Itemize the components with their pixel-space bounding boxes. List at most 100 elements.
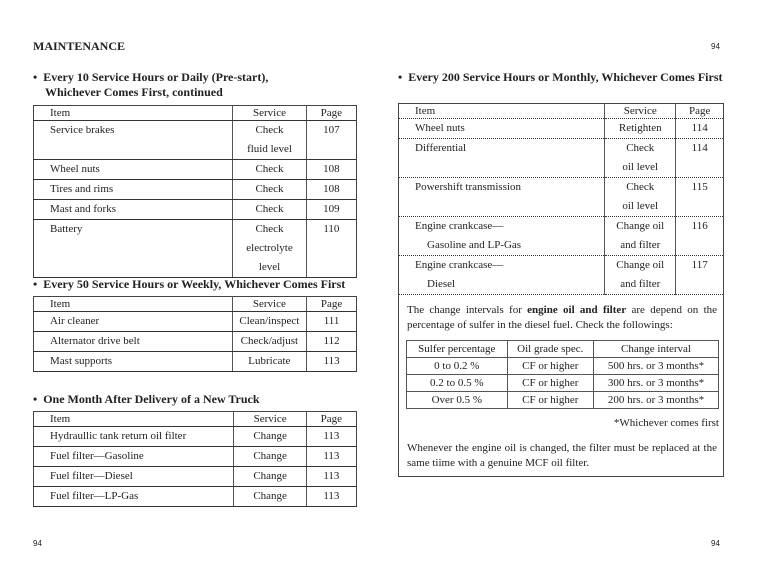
table-cell: 113 bbox=[305, 426, 357, 447]
cell-text: Check bbox=[255, 183, 284, 195]
table-cell: Service brakes bbox=[33, 120, 233, 160]
table-row: Wheel nuts Check 108 bbox=[33, 159, 357, 180]
table-cell: 108 bbox=[305, 179, 357, 200]
cell-text: and filter bbox=[620, 239, 661, 251]
table-cell: Clean/inspect bbox=[231, 311, 307, 332]
table-cell: Change oil and filter bbox=[604, 255, 676, 295]
section-title: MAINTENANCE bbox=[33, 39, 126, 53]
table-cell: 113 bbox=[306, 351, 357, 372]
table-cell: Oil grade spec. bbox=[506, 340, 595, 358]
cell-text: Retighten bbox=[618, 122, 662, 134]
cell-text: 117 bbox=[691, 259, 708, 271]
table-cell: Alternator drive belt bbox=[33, 331, 233, 352]
cell-text: Check electrolyte bbox=[246, 223, 293, 254]
cell-text: Engine crankcase— bbox=[415, 259, 504, 271]
table-cell: Check bbox=[232, 179, 307, 200]
table-cell: Page bbox=[675, 104, 723, 119]
cell-text: Change bbox=[253, 490, 287, 502]
cell-text: CF or higher bbox=[522, 360, 579, 372]
sulfer-table: Sulfer percentage Oil grade spec. Change i… bbox=[406, 340, 719, 409]
table-row: Tires and rims Check 108 bbox=[33, 179, 357, 200]
cell-text: Item bbox=[50, 107, 71, 119]
table-cell: Air cleaner bbox=[33, 311, 233, 332]
table-cell: Service bbox=[232, 105, 307, 121]
cell-text: 108 bbox=[323, 163, 340, 175]
table-cell: 300 hrs. or 3 months* bbox=[593, 374, 719, 392]
table-cell: Service bbox=[604, 104, 676, 119]
cell-text: Sulfer percentage bbox=[418, 343, 496, 355]
table-cell: Battery bbox=[33, 219, 233, 278]
table-cell: 114 bbox=[675, 118, 723, 139]
cell-text: 113 bbox=[323, 355, 340, 367]
filter-note: Whenever the engine oil is changed, the … bbox=[407, 442, 717, 469]
table-cell: Retighten bbox=[604, 118, 676, 139]
table-cell: Change interval bbox=[593, 340, 719, 358]
table-cell: Over 0.5 % bbox=[406, 391, 508, 409]
table-header: Sulfer percentage Oil grade spec. Change i… bbox=[406, 340, 719, 358]
table-cell: Page bbox=[305, 105, 357, 121]
table-cell: 113 bbox=[305, 446, 357, 467]
cell-text: 500 hrs. or 3 months* bbox=[607, 360, 705, 372]
cell-text: Change bbox=[253, 430, 287, 442]
table-cell: Tires and rims bbox=[33, 179, 233, 200]
table-cell: Item bbox=[399, 104, 605, 119]
cell-text: 110 bbox=[323, 223, 340, 235]
table-cell: Service bbox=[231, 296, 307, 312]
page-number-left: 94 bbox=[33, 539, 42, 548]
table-cell: Item bbox=[33, 296, 233, 312]
cell-text: Hydraullic tank return oil filter bbox=[50, 430, 187, 442]
table-10h: Item Service Page Service brakes Check fluid … bbox=[33, 105, 357, 278]
table-cell: Change oil and filter bbox=[604, 216, 676, 256]
table-cell: Change bbox=[233, 426, 307, 447]
cell-text: Page bbox=[320, 413, 343, 425]
table-cell: Check bbox=[232, 159, 307, 180]
cell-text: Differential bbox=[415, 142, 467, 154]
cell-text: oil level bbox=[622, 161, 659, 173]
section-heading-one-month: • One Month After Delivery of a New Truc… bbox=[33, 392, 260, 406]
table-cell: Mast supports bbox=[33, 351, 233, 372]
table-row: Battery Check electrolyte level 110 bbox=[33, 219, 357, 278]
cell-text: Powershift transmission bbox=[415, 181, 522, 193]
cell-text: 113 bbox=[323, 450, 340, 462]
cell-text: Change bbox=[253, 470, 287, 482]
cell-text: 116 bbox=[691, 220, 708, 232]
cell-text: 0 to 0.2 % bbox=[434, 360, 480, 372]
table-cell: Sulfer percentage bbox=[406, 340, 508, 358]
cell-text: Item bbox=[415, 105, 436, 117]
cell-text: Change interval bbox=[621, 343, 691, 355]
table-cell: Lubricate bbox=[231, 351, 307, 372]
table-row: 0 to 0.2 % CF or higher 500 hrs. or 3 mont… bbox=[406, 357, 719, 375]
table-row: Engine crankcase— Gasoline and LP-Gas Chan… bbox=[399, 216, 723, 256]
cell-text: Wheel nuts bbox=[415, 122, 465, 134]
table-row: Over 0.5 % CF or higher 200 hrs. or 3 mont… bbox=[406, 391, 719, 409]
box-200h: Item Service Page Wheel nuts Retighten 114 Dif… bbox=[398, 103, 724, 477]
cell-text: Fuel filter—Diesel bbox=[50, 470, 133, 482]
table-cell: 115 bbox=[675, 177, 723, 217]
table-cell: 117 bbox=[675, 255, 723, 295]
table-cell: 114 bbox=[675, 138, 723, 178]
footnote: *Whichever comes first bbox=[613, 417, 719, 429]
table-cell: 500 hrs. or 3 months* bbox=[593, 357, 719, 375]
page-number-top: 94 bbox=[711, 42, 720, 51]
table-cell: CF or higher bbox=[506, 374, 595, 392]
table-50h: Item Service Page Air cleaner Clean/inspect 1… bbox=[33, 296, 357, 372]
table-cell: CF or higher bbox=[506, 357, 595, 375]
cell-text: 113 bbox=[323, 490, 340, 502]
table-cell: Wheel nuts bbox=[33, 159, 233, 180]
cell-text: Page bbox=[689, 105, 711, 117]
table-cell: 108 bbox=[305, 159, 357, 180]
table-cell: Check oil level bbox=[604, 138, 676, 178]
cell-text: Gasoline and LP-Gas bbox=[427, 239, 522, 251]
table-cell: Change bbox=[233, 466, 307, 487]
table-cell: 110 bbox=[305, 219, 357, 278]
table-cell: Wheel nuts bbox=[399, 118, 605, 139]
table-cell: 107 bbox=[305, 120, 357, 160]
cell-text: Air cleaner bbox=[50, 315, 100, 327]
table-header: Item Service Page bbox=[33, 296, 357, 312]
table-header: Item Service Page bbox=[33, 105, 357, 121]
table-cell: Check/adjust bbox=[231, 331, 307, 352]
cell-text: Tires and rims bbox=[50, 183, 114, 195]
cell-text: Service bbox=[623, 105, 657, 117]
table-cell: Item bbox=[33, 105, 233, 121]
